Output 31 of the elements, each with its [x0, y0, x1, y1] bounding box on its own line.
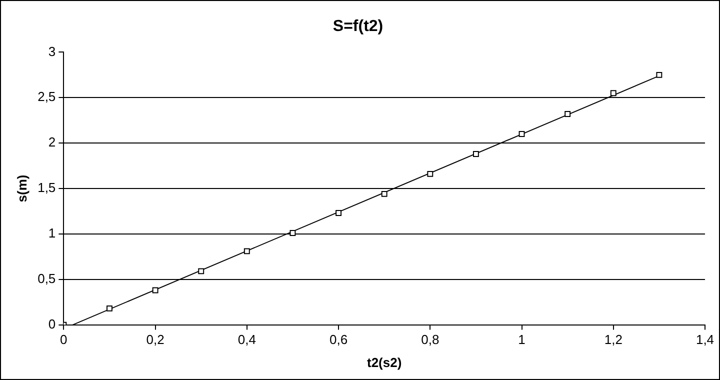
x-tick-label: 0,8	[421, 332, 440, 348]
y-tick-label: 1,5	[38, 180, 56, 196]
chart-title: S=f(t2)	[332, 18, 384, 36]
point	[472, 150, 479, 157]
point	[564, 111, 571, 117]
y-axis-title: s(m)	[14, 174, 30, 202]
y-tick-label: 2	[48, 134, 56, 150]
point	[244, 248, 250, 254]
x-tick-label: 1,2	[604, 332, 622, 348]
point	[656, 72, 662, 78]
point	[106, 305, 112, 312]
x-tick-label: 0	[60, 332, 68, 348]
x-tick-label: 1	[518, 332, 526, 348]
point	[290, 230, 296, 236]
y-tick-label: 2,5	[38, 89, 56, 104]
x-axis-title: t2(s2)	[366, 354, 402, 370]
x-tick-label: 0,2	[146, 332, 164, 348]
point	[381, 190, 388, 197]
y-tick-label: 0	[48, 316, 56, 332]
point	[427, 170, 434, 177]
point	[518, 131, 525, 137]
y-tick-label: 1	[48, 226, 56, 241]
x-tick-label: 0,4	[238, 332, 256, 348]
point	[336, 210, 342, 216]
point	[610, 90, 616, 96]
x-tick-label: 1,4	[696, 332, 714, 348]
y-tick-label: 0,5	[38, 270, 56, 286]
x-tick-label: 0,6	[329, 332, 348, 348]
point	[152, 287, 158, 294]
y-tick-label: 3	[48, 44, 56, 59]
point	[198, 268, 204, 274]
